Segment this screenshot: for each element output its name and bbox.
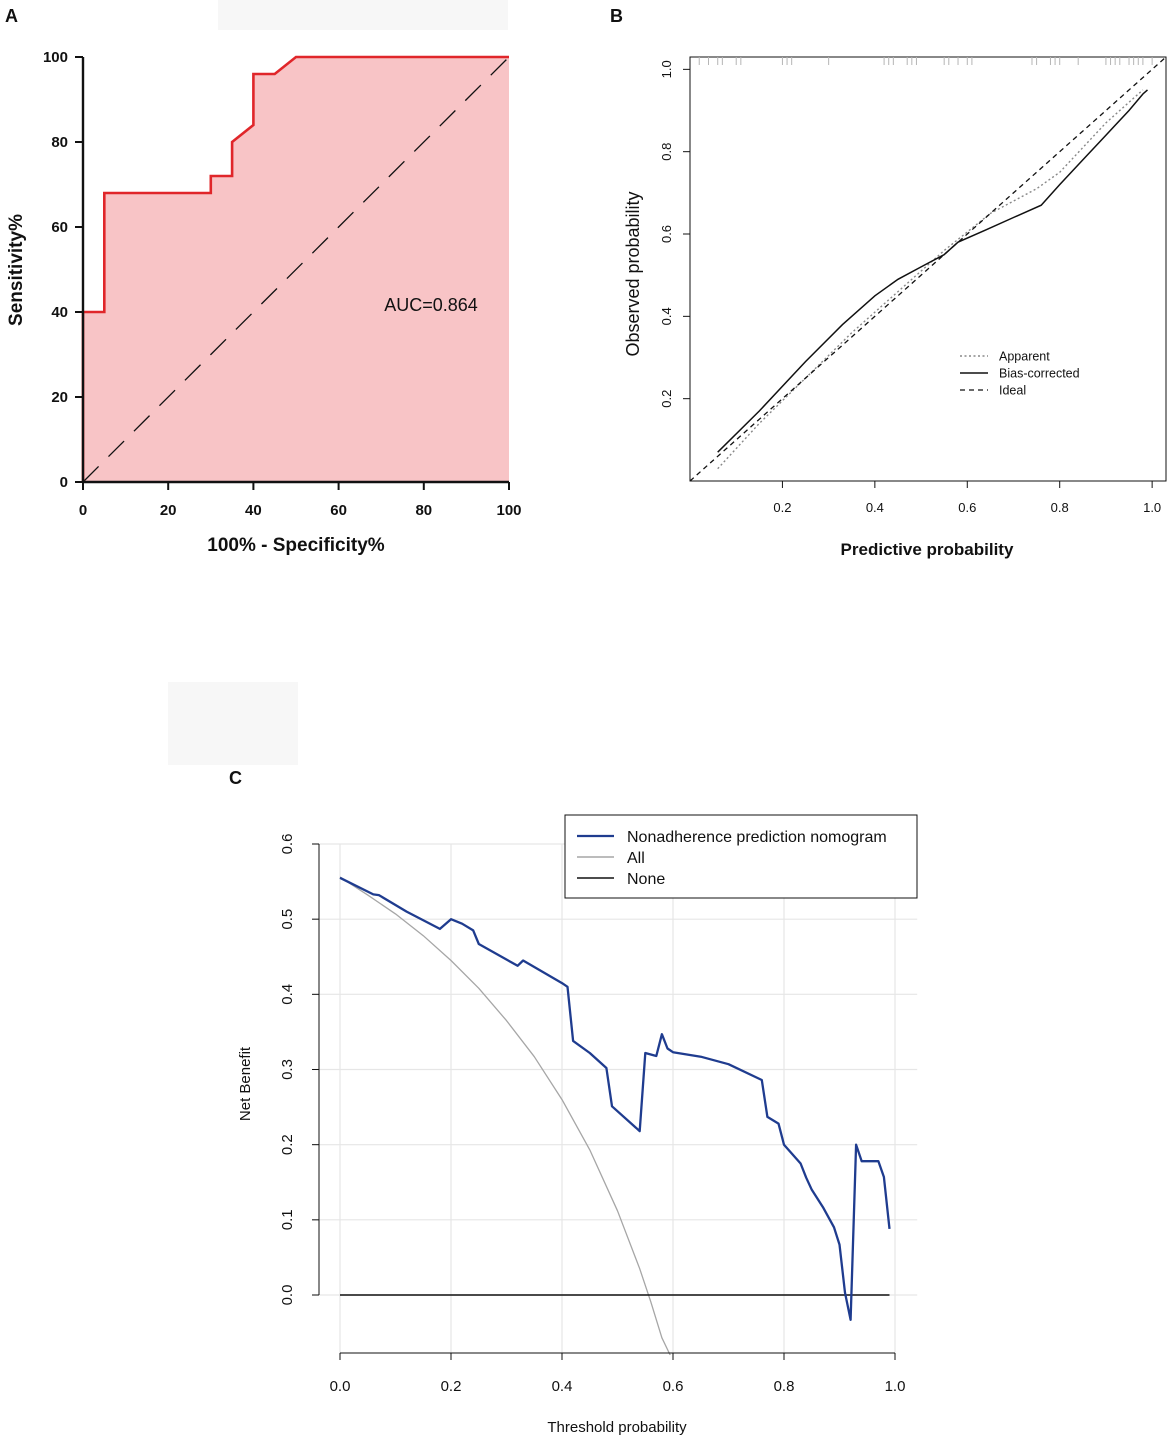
x-tick-label: 0.2 xyxy=(773,500,791,515)
y-tick-label: 0.6 xyxy=(279,834,296,855)
x-tick-label: 0.6 xyxy=(958,500,976,515)
legend-label-ideal: Ideal xyxy=(999,384,1026,398)
x-tick-label: 40 xyxy=(245,502,262,519)
y-tick-label: 0.2 xyxy=(659,390,674,408)
image-placeholder-middle xyxy=(168,682,298,765)
panel-label-a: A xyxy=(5,6,18,26)
image-placeholder-top xyxy=(218,0,508,30)
y-tick-label: 0.6 xyxy=(659,225,674,243)
roc-curve-line xyxy=(81,55,509,482)
y-tick-label: 0.0 xyxy=(279,1285,296,1306)
y-tick-label: 40 xyxy=(51,304,68,321)
x-tick-label: 80 xyxy=(415,502,432,519)
y-tick-label: 100 xyxy=(43,49,68,66)
y-tick-label: 0.1 xyxy=(279,1209,296,1230)
y-tick-label: 0.4 xyxy=(659,307,674,325)
y-tick-label: 0.2 xyxy=(279,1134,296,1155)
nomogram-curve-line xyxy=(339,876,891,1321)
calibration-ideal-line xyxy=(689,56,1167,482)
y-tick-label: 0.3 xyxy=(279,1059,296,1080)
x-tick-label: 100 xyxy=(496,502,521,519)
x-tick-label: 0.4 xyxy=(866,500,884,515)
y-axis-title: Net Benefit xyxy=(237,1046,254,1121)
y-tick-label: 20 xyxy=(51,389,68,406)
x-axis-title: Predictive probability xyxy=(841,540,1014,559)
reference-diagonal-line xyxy=(82,56,510,483)
panel-label-c: C xyxy=(229,768,242,788)
y-tick-label: 1.0 xyxy=(659,60,674,78)
x-tick-label: 0 xyxy=(79,502,87,519)
y-tick-label: 0.4 xyxy=(279,984,296,1005)
y-tick-label: 60 xyxy=(51,219,68,236)
x-axis-title: Threshold probability xyxy=(547,1419,687,1436)
y-tick-label: 0.5 xyxy=(279,909,296,930)
x-tick-label: 20 xyxy=(160,502,177,519)
x-tick-label: 0.6 xyxy=(663,1378,684,1395)
x-tick-label: 0.8 xyxy=(1051,500,1069,515)
x-axis-title: 100% - Specificity% xyxy=(207,535,385,556)
calibration-bias-corrected-line xyxy=(717,89,1148,453)
y-axis-title: Observed probability xyxy=(623,191,643,356)
x-tick-label: 0.8 xyxy=(774,1378,795,1395)
calibration-apparent-line xyxy=(717,89,1144,470)
y-tick-label: 0 xyxy=(60,474,68,491)
y-axis-title: Sensitivity% xyxy=(6,214,27,326)
legend-label-all: All xyxy=(627,850,645,867)
legend-box xyxy=(564,814,918,899)
x-tick-label: 1.0 xyxy=(1143,500,1161,515)
x-tick-label: 0.4 xyxy=(552,1378,573,1395)
x-tick-label: 0.2 xyxy=(441,1378,462,1395)
panel-label-b: B xyxy=(610,6,623,26)
plot-frame xyxy=(689,56,1167,482)
auc-annotation: AUC=0.864 xyxy=(384,295,478,315)
legend-label-none: None xyxy=(627,871,665,888)
legend-label-nomogram: Nonadherence prediction nomogram xyxy=(627,829,887,846)
y-tick-label: 80 xyxy=(51,134,68,151)
y-tick-label: 0.8 xyxy=(659,143,674,161)
treat-all-curve-line xyxy=(339,876,671,1356)
x-tick-label: 60 xyxy=(330,502,347,519)
legend-label-apparent: Apparent xyxy=(999,350,1050,364)
x-tick-label: 1.0 xyxy=(885,1378,906,1395)
legend-label-bias-corrected: Bias-corrected xyxy=(999,367,1080,381)
x-tick-label: 0.0 xyxy=(330,1378,351,1395)
